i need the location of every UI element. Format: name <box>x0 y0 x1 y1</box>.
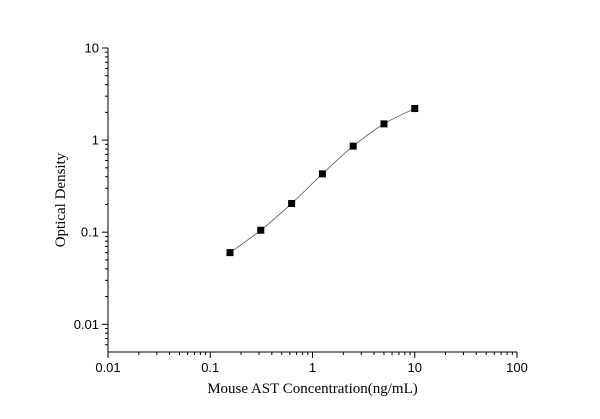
data-point <box>349 142 357 150</box>
data-point <box>288 199 296 207</box>
data-points <box>226 105 419 257</box>
x-tick-label: 0.01 <box>95 360 120 375</box>
y-tick-label: 0.01 <box>74 317 99 332</box>
y-tick-label: 10 <box>85 41 99 56</box>
y-tick-label: 1 <box>92 133 99 148</box>
data-point <box>411 105 419 113</box>
x-axis-title: Mouse AST Concentration(ng/mL) <box>207 381 418 397</box>
x-tick-label: 1 <box>309 360 316 375</box>
data-point <box>226 249 234 257</box>
axes: 0.01 0.1 1 10 100 0.01 0.1 1 10 <box>74 41 528 376</box>
y-axis-title: Optical Density <box>53 152 69 247</box>
data-point <box>380 120 388 128</box>
x-tick-label: 0.1 <box>201 360 219 375</box>
axis-labels: Mouse AST Concentration(ng/mL) Optical D… <box>53 152 418 397</box>
x-tick-label: 100 <box>506 360 528 375</box>
x-tick-label: 10 <box>408 360 422 375</box>
data-point <box>318 170 326 178</box>
data-point <box>257 226 265 234</box>
y-tick-label: 0.1 <box>81 225 99 240</box>
